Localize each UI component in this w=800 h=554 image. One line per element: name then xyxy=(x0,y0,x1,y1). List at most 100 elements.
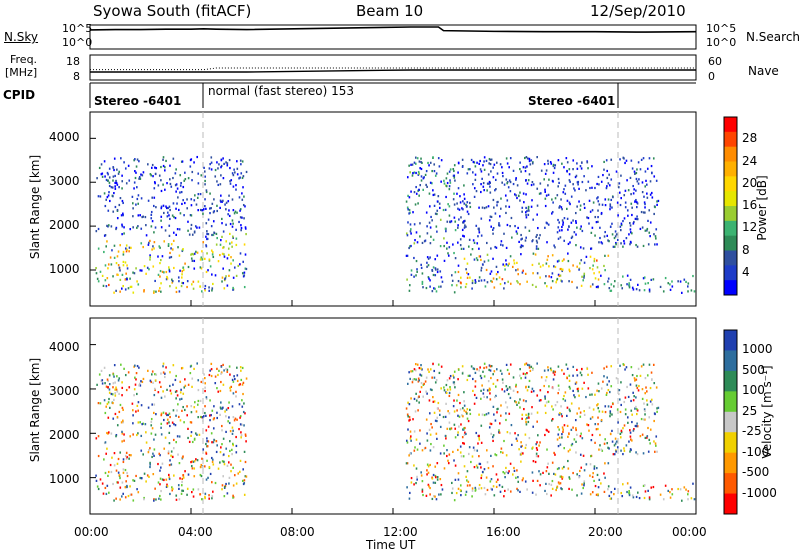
velocity-point xyxy=(211,460,214,464)
power-point xyxy=(430,215,432,219)
velocity-point xyxy=(551,487,554,490)
power-point xyxy=(607,254,610,257)
velocity-point xyxy=(204,377,206,380)
power-point xyxy=(646,196,649,199)
velocity-point xyxy=(103,458,105,461)
velocity-point xyxy=(121,432,124,435)
power-point xyxy=(649,193,652,196)
velocity-point xyxy=(460,423,462,426)
velocity-point xyxy=(149,461,151,464)
power-point xyxy=(580,167,583,170)
power-point xyxy=(591,283,594,286)
velocity-point xyxy=(589,417,592,420)
power-point xyxy=(419,235,421,238)
power-point xyxy=(112,179,114,182)
velocity-point xyxy=(127,371,130,374)
velocity-point xyxy=(202,415,205,418)
power-point xyxy=(566,207,568,210)
power-point xyxy=(636,218,639,221)
power-colorbar-swatch xyxy=(724,161,737,177)
power-point xyxy=(405,254,408,257)
velocity-point xyxy=(508,372,510,375)
power-point xyxy=(459,195,461,198)
velocity-point xyxy=(441,488,444,491)
power-point xyxy=(617,214,619,217)
velocity-point xyxy=(604,410,607,414)
velocity-point xyxy=(453,459,455,462)
power-point xyxy=(136,158,139,161)
velocity-point xyxy=(559,412,561,415)
velocity-point xyxy=(97,487,100,491)
velocity-point xyxy=(589,455,592,458)
power-point xyxy=(485,206,488,209)
power-point xyxy=(225,161,227,164)
velocity-point xyxy=(461,365,464,368)
velocity-point xyxy=(179,391,182,394)
power-point xyxy=(197,182,200,185)
velocity-point xyxy=(610,385,613,388)
velocity-point xyxy=(223,463,226,466)
velocity-point xyxy=(648,363,651,366)
power-point xyxy=(206,237,209,241)
power-point xyxy=(427,264,430,267)
velocity-point xyxy=(558,436,561,439)
power-point xyxy=(547,159,549,162)
power-point xyxy=(114,205,117,209)
velocity-point xyxy=(567,459,569,463)
velocity-point xyxy=(113,464,116,467)
velocity-point xyxy=(642,363,645,366)
power-point xyxy=(508,262,510,265)
power-point xyxy=(241,198,244,201)
velocity-point xyxy=(155,498,157,501)
velocity-point xyxy=(128,454,131,457)
power-point xyxy=(140,197,143,200)
power-point xyxy=(535,245,538,248)
velocity-point xyxy=(205,478,208,481)
velocity-point xyxy=(436,419,438,423)
power-point xyxy=(113,157,116,160)
power-point xyxy=(582,247,585,250)
velocity-point xyxy=(492,439,494,443)
velocity-point xyxy=(459,484,462,487)
velocity-point xyxy=(153,387,156,390)
velocity-point xyxy=(197,388,200,392)
velocity-point xyxy=(153,403,156,406)
velocity-point xyxy=(558,482,561,485)
velocity-point xyxy=(114,388,116,391)
velocity-point xyxy=(476,368,478,371)
power-point xyxy=(677,280,679,283)
power-point xyxy=(416,241,419,244)
power-point xyxy=(240,224,242,227)
power-point xyxy=(501,166,503,169)
velocity-point xyxy=(504,401,507,404)
velocity-point xyxy=(575,451,577,454)
velocity-point xyxy=(190,431,193,434)
power-point xyxy=(445,177,448,180)
velocity-point xyxy=(465,475,467,478)
velocity-point xyxy=(633,395,635,398)
velocity-point xyxy=(472,377,474,381)
power-point xyxy=(647,219,649,222)
velocity-point xyxy=(159,477,162,480)
velocity-point xyxy=(137,421,140,424)
velocity-point xyxy=(113,364,116,367)
velocity-point xyxy=(603,472,605,475)
power-point xyxy=(636,168,638,171)
velocity-point xyxy=(427,483,430,486)
power-point xyxy=(113,291,115,294)
velocity-point xyxy=(414,363,417,366)
power-point xyxy=(552,163,555,166)
velocity-point xyxy=(539,441,541,444)
velocity-point xyxy=(149,447,151,450)
velocity-point xyxy=(544,395,546,398)
power-point xyxy=(133,181,136,184)
power-point xyxy=(565,157,568,160)
velocity-point xyxy=(583,381,585,384)
velocity-point xyxy=(629,450,631,453)
power-point xyxy=(503,232,505,235)
velocity-point xyxy=(443,452,445,455)
velocity-point xyxy=(644,392,647,395)
power-point xyxy=(106,196,109,199)
velocity-point xyxy=(223,369,225,372)
power-point xyxy=(210,249,213,252)
